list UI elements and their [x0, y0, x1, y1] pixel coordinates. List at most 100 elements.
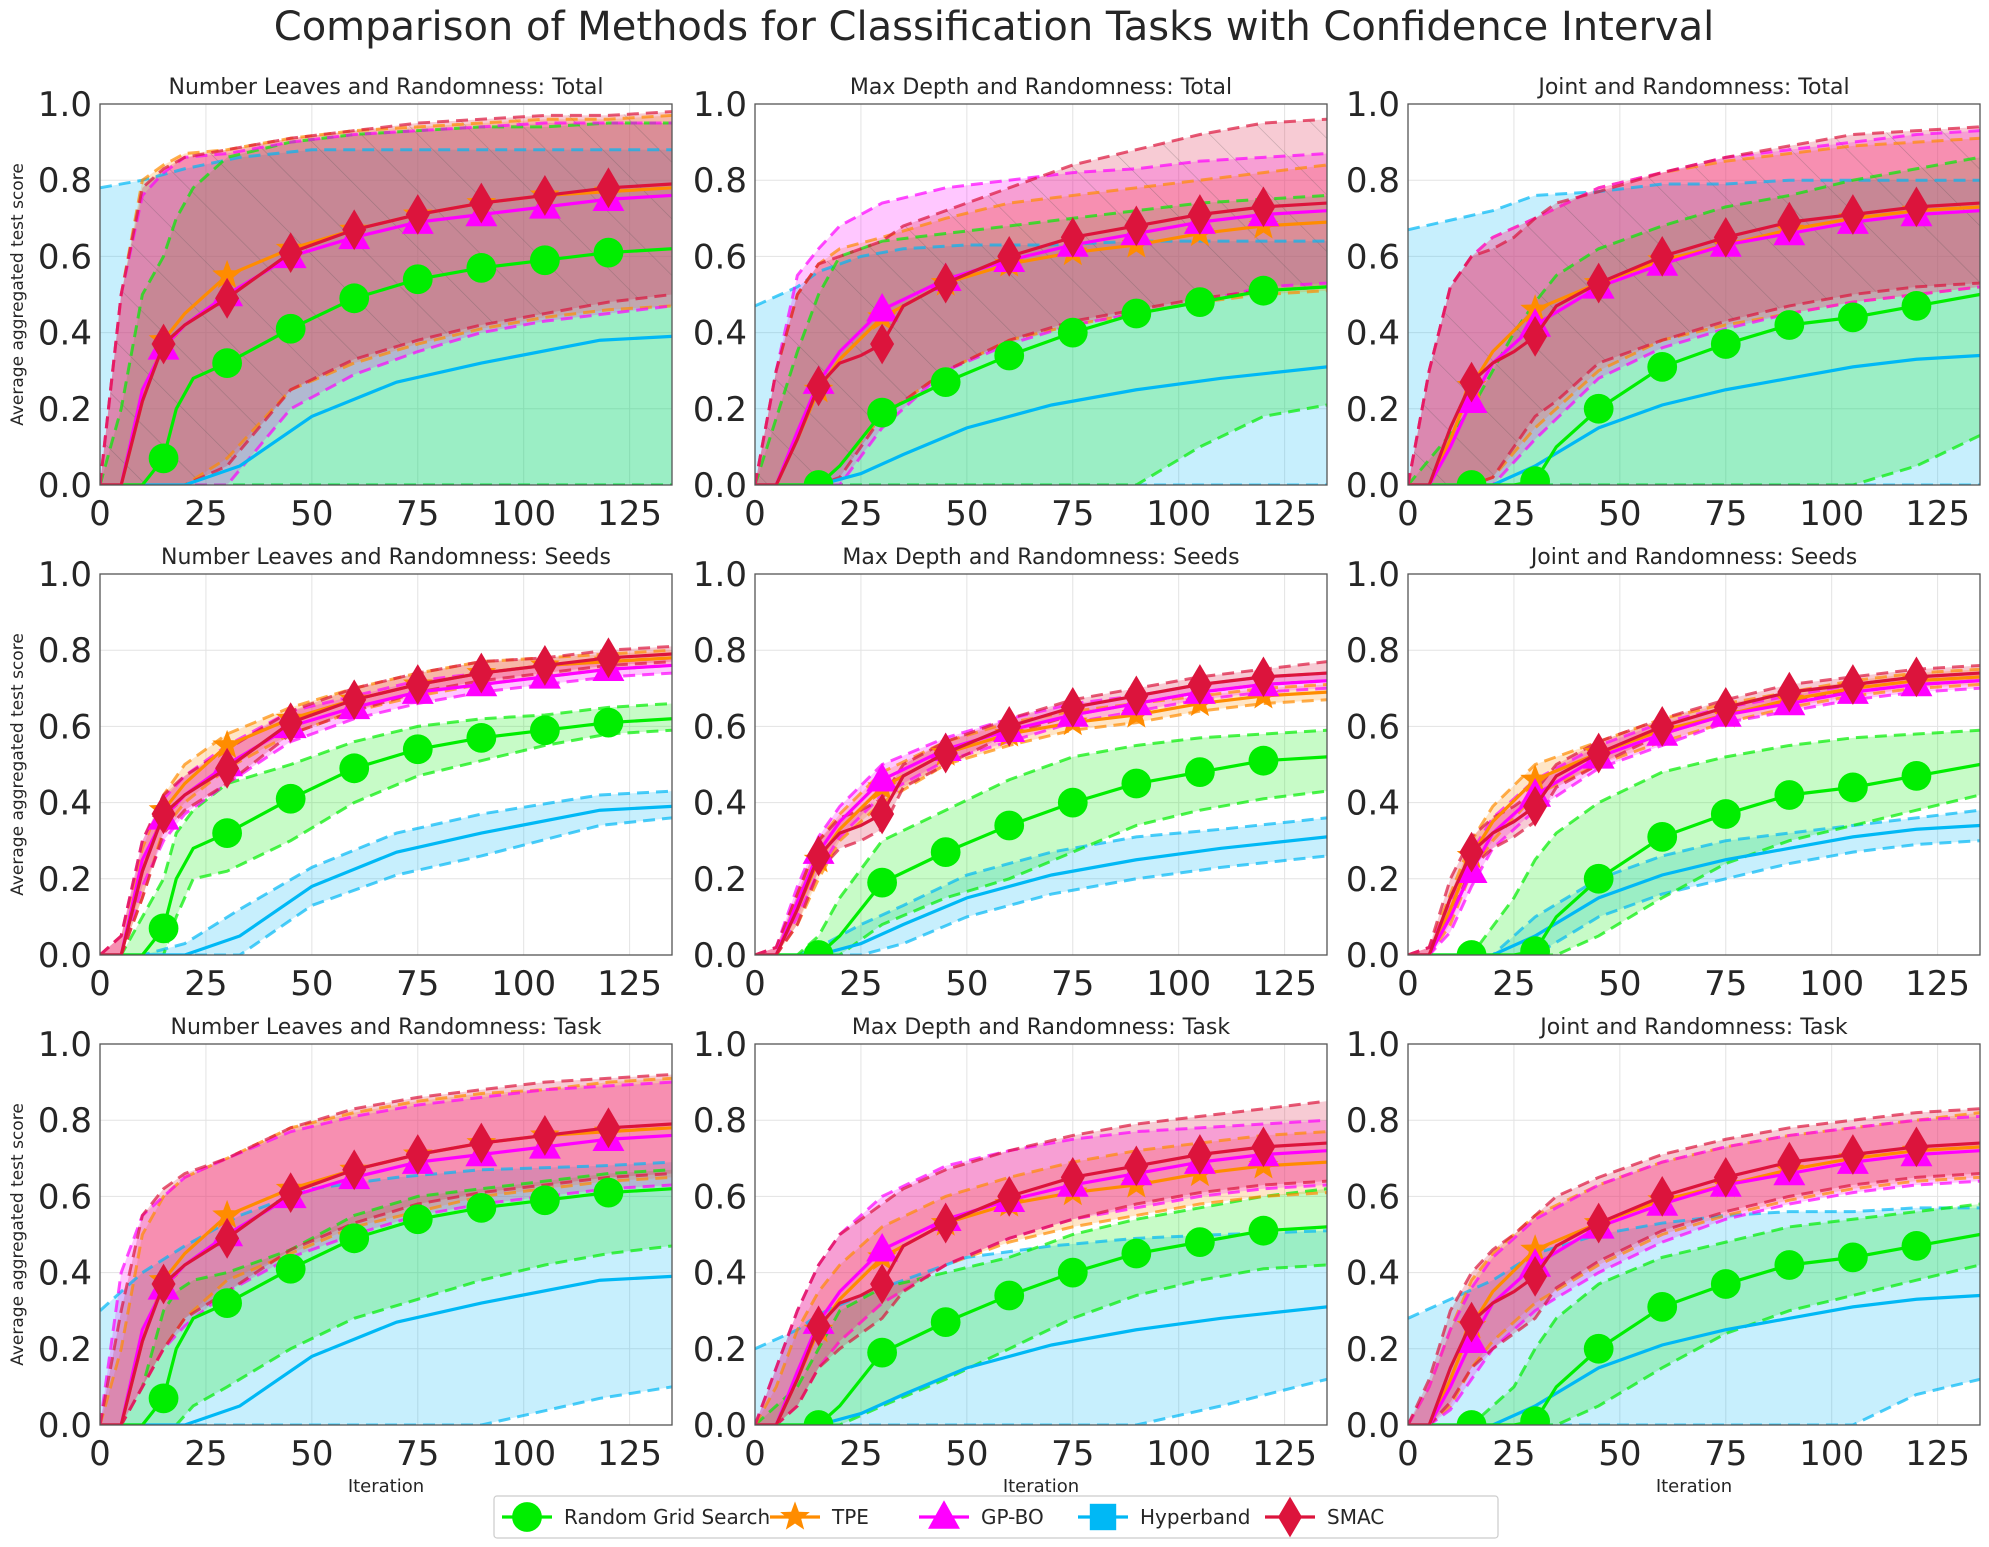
x-tick-label: 125 — [1252, 1434, 1317, 1474]
hyperband-upper-bound — [100, 789, 672, 955]
subplot-title: Number Leaves and Randomness: Total — [169, 75, 604, 100]
x-axis-label: Iteration — [1003, 1476, 1079, 1497]
legend-item-tpe: TPE — [770, 1501, 869, 1530]
figure-title: Comparison of Methods for Classification… — [274, 4, 1714, 50]
smac-marker — [596, 637, 621, 679]
legend-box — [493, 1495, 1499, 1539]
smac-mean-line — [1408, 201, 1980, 485]
x-tick-label: 25 — [839, 1434, 882, 1474]
smac-marker — [1586, 732, 1611, 774]
smac-lower-bound — [1408, 281, 1980, 485]
smac-marker — [1713, 686, 1738, 728]
x-tick-label: 0 — [89, 1434, 111, 1474]
random-grid-search-marker — [1647, 1292, 1678, 1322]
random-grid-search-upper-bound — [1408, 1202, 1980, 1425]
series-layer — [755, 656, 1327, 955]
random-grid-search-marker — [148, 913, 179, 944]
hyperband-confidence-band — [755, 1230, 1327, 1425]
y-tick-label: 0.0 — [1346, 936, 1400, 976]
tpe-marker — [212, 259, 242, 289]
random-grid-search-upper-bound — [100, 1168, 672, 1425]
random-grid-search-marker — [1057, 787, 1088, 818]
series-layer — [100, 637, 672, 955]
smac-marker — [1187, 664, 1212, 705]
x-tick-label: 75 — [396, 1434, 439, 1474]
random-grid-search-marker — [1121, 298, 1152, 329]
random-grid-search-marker — [466, 722, 497, 753]
x-tick-label: 75 — [1704, 494, 1747, 534]
random-grid-search-marker — [1057, 1257, 1088, 1288]
x-tick-label: 50 — [945, 1434, 988, 1474]
y-tick-label: 0.8 — [1346, 161, 1400, 201]
y-tick-label: 0.2 — [1346, 1330, 1400, 1370]
x-tick-label: 125 — [597, 494, 662, 534]
smac-marker — [806, 835, 831, 877]
tpe-confidence-band — [1408, 1112, 1980, 1425]
x-tick-label: 100 — [1146, 494, 1211, 534]
random-grid-search-marker — [275, 783, 306, 814]
random-grid-search-lower-bound — [100, 728, 672, 955]
smac-marker — [469, 182, 494, 224]
random-grid-search-marker — [1057, 317, 1088, 348]
random-grid-search-marker — [275, 1253, 306, 1284]
smac-marker — [1840, 664, 1865, 705]
y-tick-label: 1.0 — [38, 85, 92, 125]
smac-upper-bound — [1408, 125, 1980, 485]
legend-marker — [780, 1501, 810, 1530]
legend-item-gp-bo: GP-BO — [919, 1500, 1044, 1529]
smac-confidence-band — [100, 1074, 672, 1425]
x-tick-label: 100 — [491, 964, 556, 1004]
hyperband-lower-bound — [755, 1377, 1327, 1425]
y-tick-label: 0.0 — [38, 466, 92, 506]
smac-marker — [870, 1263, 895, 1305]
x-axis-label: Iteration — [1656, 1476, 1732, 1497]
y-tick-label: 0.8 — [1346, 631, 1400, 671]
x-tick-label: 100 — [1799, 494, 1864, 534]
x-tick-label: 75 — [1051, 964, 1094, 1004]
x-tick-label: 50 — [1598, 494, 1641, 534]
random-grid-search-marker — [803, 1410, 834, 1425]
y-tick-label: 1.0 — [693, 555, 747, 595]
hyperband-confidence-band — [100, 791, 672, 955]
y-tick-label: 1.0 — [38, 555, 92, 595]
smac-marker — [1904, 1126, 1929, 1168]
smac-marker — [596, 167, 621, 209]
tick-labels: 0 25 50 75 100 125 0.0 0.2 0.4 0.6 0.8 1.0 — [38, 555, 662, 1004]
plot-frame — [1407, 103, 1981, 486]
x-tick-label: 25 — [184, 494, 227, 534]
smac-upper-bound — [755, 1099, 1327, 1425]
smac-marker — [1251, 656, 1276, 698]
random-grid-search-marker — [212, 818, 242, 848]
random-grid-search-marker — [1774, 310, 1805, 340]
random-grid-search-upper-bound — [755, 193, 1327, 485]
x-tick-label: 0 — [744, 1434, 766, 1474]
random-grid-search-marker — [212, 348, 242, 378]
smac-marker — [151, 1263, 176, 1305]
random-grid-search-upper-bound — [755, 728, 1327, 955]
y-tick-label: 0.6 — [1346, 707, 1400, 747]
random-grid-search-marker — [1185, 287, 1215, 317]
random-grid-search-marker — [867, 397, 897, 428]
plot-area — [1408, 1044, 1980, 1425]
tick-labels: 0 25 50 75 100 125 0.0 0.2 0.4 0.6 0.8 1.0 — [1346, 85, 1970, 534]
y-tick-label: 0.8 — [1346, 1101, 1400, 1141]
smac-marker — [997, 1176, 1022, 1217]
y-tick-label: 0.0 — [1346, 466, 1400, 506]
y-tick-label: 1.0 — [693, 1025, 747, 1065]
gp-bo-marker — [866, 292, 899, 322]
x-tick-label: 50 — [945, 964, 988, 1004]
smac-marker — [997, 706, 1022, 747]
plot-frame — [99, 1043, 673, 1426]
smac-lower-bound — [100, 293, 672, 485]
x-tick-label: 75 — [1704, 964, 1747, 1004]
smac-marker — [1459, 831, 1484, 873]
random-grid-search-marker — [1248, 1215, 1279, 1246]
y-tick-label: 0.2 — [693, 1330, 747, 1370]
gp-bo-marker — [866, 1232, 899, 1262]
x-tick-label: 50 — [1598, 964, 1641, 1004]
series-layer — [755, 1099, 1327, 1425]
random-grid-search-confidence-band — [755, 730, 1327, 955]
tpe-marker — [212, 729, 242, 759]
smac-marker — [997, 236, 1022, 277]
random-grid-search-marker — [1520, 466, 1550, 485]
